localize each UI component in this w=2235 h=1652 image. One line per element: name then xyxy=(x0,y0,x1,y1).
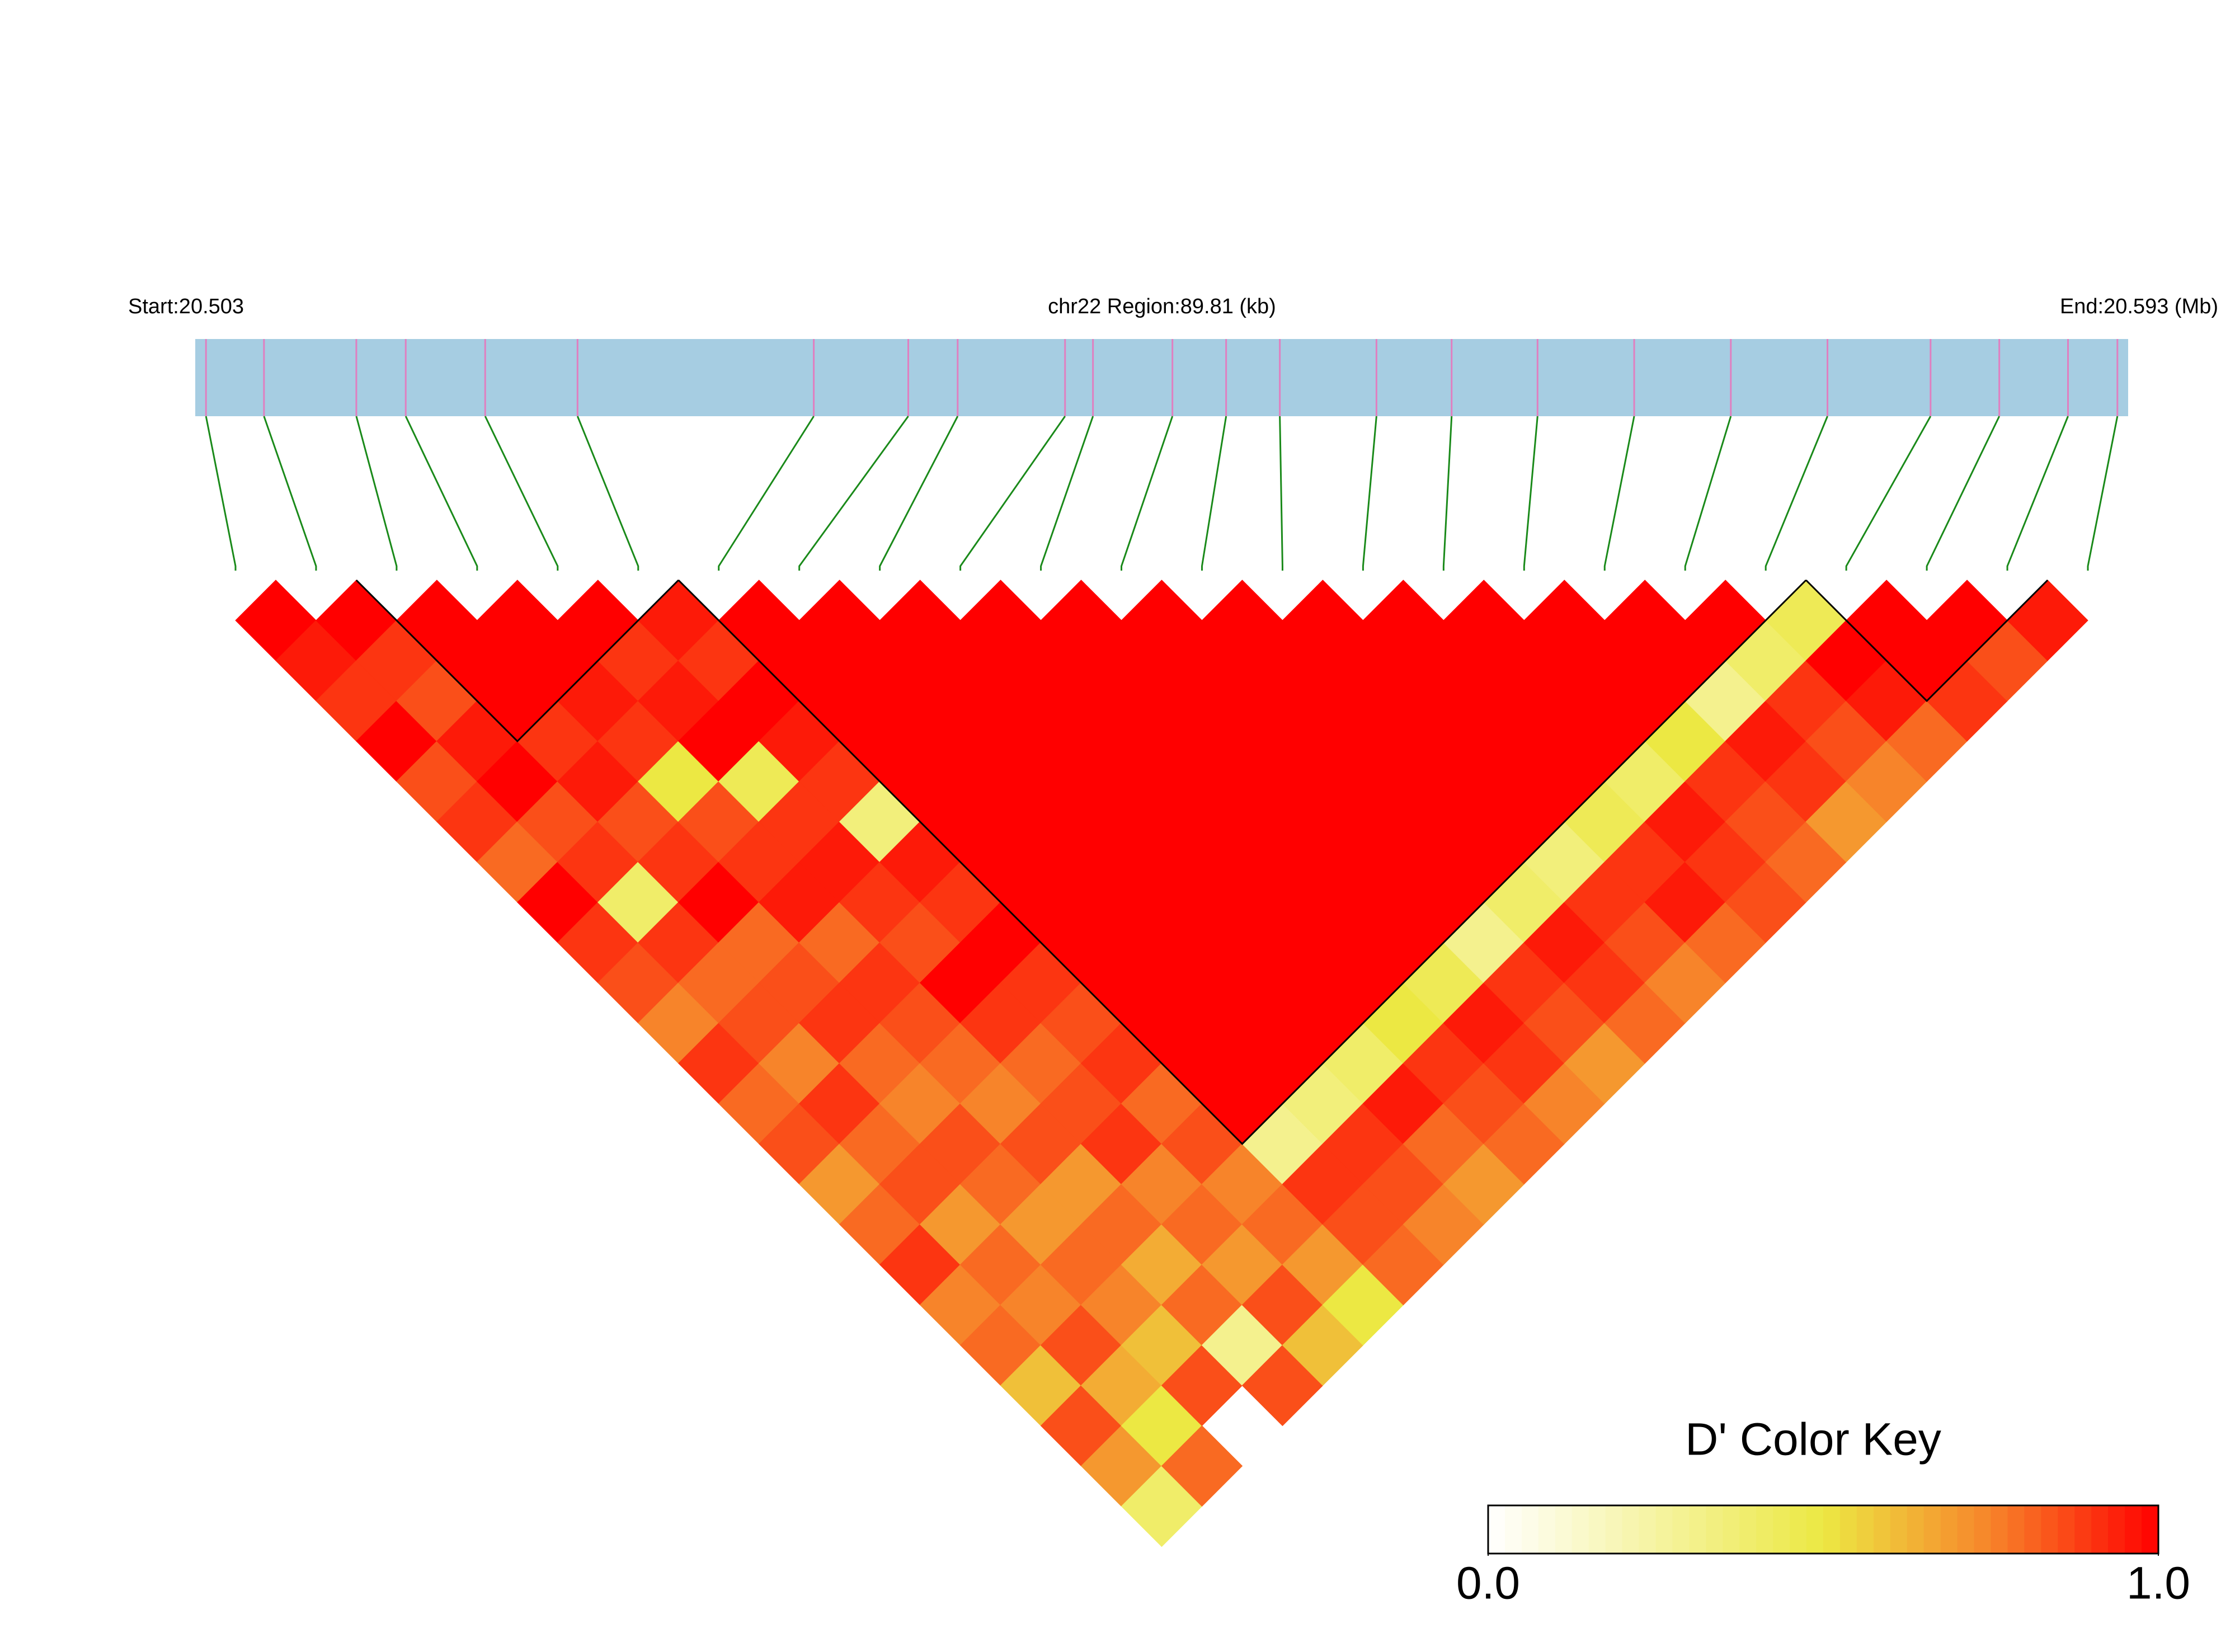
snp-link xyxy=(576,416,639,571)
key-swatch xyxy=(1790,1505,1808,1554)
key-swatch xyxy=(1521,1505,1539,1554)
key-swatch xyxy=(1890,1505,1908,1554)
key-swatch xyxy=(2091,1505,2109,1554)
ld-block xyxy=(677,579,1807,1145)
key-swatch xyxy=(1538,1505,1556,1554)
key-swatch xyxy=(2007,1505,2025,1554)
key-swatch xyxy=(1773,1505,1791,1554)
snp-link xyxy=(1845,416,1932,571)
key-swatch xyxy=(1488,1505,1505,1554)
snp-link xyxy=(959,416,1066,571)
snp-link xyxy=(1765,416,1828,571)
key-swatch xyxy=(1856,1505,1874,1554)
key-swatch xyxy=(1672,1505,1690,1554)
key-swatch xyxy=(1622,1505,1640,1554)
snp-link xyxy=(484,416,559,571)
snp-link xyxy=(798,416,909,571)
key-swatch xyxy=(2024,1505,2042,1554)
key-swatch xyxy=(1957,1505,1975,1554)
snp-link xyxy=(355,416,398,571)
snp-link xyxy=(1442,416,1453,571)
key-swatch xyxy=(1571,1505,1589,1554)
key-swatch xyxy=(1974,1505,1992,1554)
ld-block xyxy=(1805,579,2049,703)
region-bar xyxy=(195,339,2128,416)
snp-link xyxy=(404,416,478,571)
snp-link xyxy=(1201,416,1227,571)
key-swatch xyxy=(1823,1505,1841,1554)
ld-cell xyxy=(1161,1425,1243,1507)
key-frame xyxy=(1487,1504,2159,1555)
key-swatch xyxy=(1588,1505,1606,1554)
ld-block xyxy=(355,579,679,743)
snp-link xyxy=(1362,416,1377,571)
snp-link xyxy=(879,416,959,571)
snp-link xyxy=(1523,416,1538,571)
snp-link xyxy=(1926,416,2001,571)
key-swatch xyxy=(1839,1505,1857,1554)
key-tick-label: 1.0 xyxy=(2126,1558,2190,1609)
snp-link xyxy=(718,416,815,571)
key-swatch xyxy=(2074,1505,2092,1554)
end-label: End:20.593 (Mb) xyxy=(2060,295,2218,318)
key-swatch xyxy=(1706,1505,1724,1554)
key-swatch xyxy=(1655,1505,1673,1554)
key-swatch xyxy=(1723,1505,1740,1554)
snp-link xyxy=(1603,416,1635,571)
key-swatch xyxy=(1639,1505,1657,1554)
key-swatch xyxy=(1739,1505,1757,1554)
start-label: Start:20.503 xyxy=(128,295,244,318)
key-swatch xyxy=(1873,1505,1891,1554)
snp-link xyxy=(2087,416,2119,571)
key-swatch xyxy=(1504,1505,1522,1554)
snp-link xyxy=(2006,416,2069,571)
chart-title: chr22 Region:89.81 (kb) xyxy=(1048,295,1276,318)
key-swatch xyxy=(2125,1505,2143,1554)
key-swatch xyxy=(1689,1505,1707,1554)
key-swatch xyxy=(1806,1505,1824,1554)
snp-link xyxy=(205,416,237,571)
snp-link xyxy=(263,416,317,571)
key-tick-label: 0.0 xyxy=(1456,1558,1520,1609)
key-swatch xyxy=(1991,1505,2008,1554)
snp-link xyxy=(1040,416,1094,571)
key-swatch xyxy=(1605,1505,1623,1554)
snp-link xyxy=(1121,416,1174,571)
key-swatch xyxy=(1940,1505,1958,1554)
key-swatch xyxy=(1756,1505,1774,1554)
snp-link xyxy=(1279,416,1283,571)
key-swatch xyxy=(1923,1505,1941,1554)
key-swatch xyxy=(2058,1505,2076,1554)
snp-link xyxy=(1684,416,1732,571)
key-title: D' Color Key xyxy=(1685,1414,1941,1465)
key-swatch xyxy=(1907,1505,1925,1554)
key-swatch xyxy=(2041,1505,2059,1554)
key-swatch xyxy=(2108,1505,2126,1554)
key-swatch xyxy=(1555,1505,1573,1554)
key-swatch xyxy=(2142,1505,2159,1554)
